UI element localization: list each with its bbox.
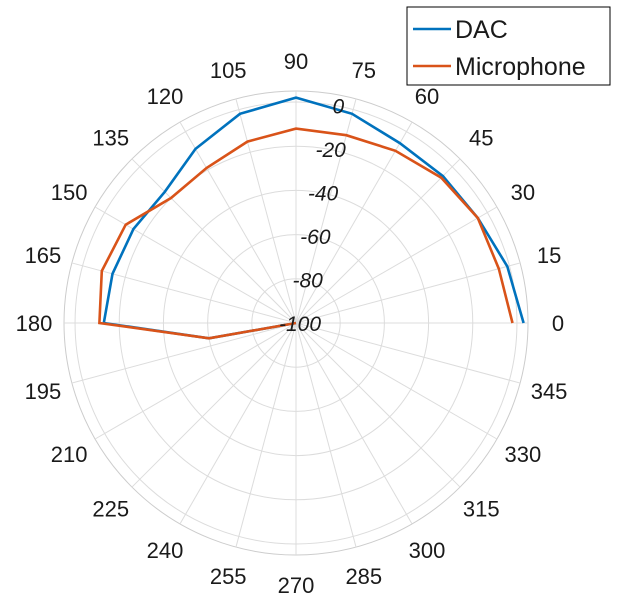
series-line-dac — [102, 96, 525, 340]
theta-tick-label: 150 — [51, 180, 88, 205]
theta-grid-spoke — [295, 322, 461, 488]
theta-tick-label: 330 — [505, 442, 542, 467]
theta-tick-label: 105 — [210, 58, 247, 83]
theta-grid-spoke — [295, 322, 357, 548]
theta-grid-spoke — [94, 322, 297, 440]
radial-tick-labels: 0 -20 -40 -60 -80 -100 — [279, 95, 346, 336]
theta-tick-label: 180 — [16, 311, 53, 336]
theta-grid-spoke — [295, 262, 521, 324]
r-tick-label: -20 — [316, 139, 347, 162]
theta-tick-label: 195 — [25, 379, 62, 404]
theta-grid-spoke — [131, 322, 297, 488]
legend-box — [406, 6, 611, 86]
r-tick-label: -40 — [308, 182, 339, 205]
theta-tick-label: 240 — [147, 538, 184, 563]
theta-grid-spoke — [71, 322, 297, 384]
theta-tick-label: 45 — [469, 126, 493, 151]
theta-tick-label: 165 — [25, 243, 62, 268]
theta-grid-spoke — [295, 121, 413, 324]
theta-tick-label: 300 — [409, 538, 446, 563]
theta-grid-spoke — [295, 322, 498, 440]
angle-tick-labels: 0 15 30 45 60 75 90 105 120 135 150 165 180 195 210 225… — [16, 49, 568, 598]
theta-tick-label: 60 — [415, 84, 439, 109]
legend-label-dac: DAC — [455, 16, 508, 44]
legend: DAC Microphone — [406, 6, 611, 86]
r-tick-label: -80 — [292, 269, 323, 292]
theta-grid-spoke — [295, 322, 413, 525]
legend-label-microphone: Microphone — [455, 53, 586, 81]
theta-grid-spoke — [179, 121, 297, 324]
theta-grid-spoke — [235, 98, 297, 324]
theta-tick-label: 0 — [552, 311, 564, 336]
theta-tick-label: 135 — [92, 126, 129, 151]
theta-grid-spoke — [295, 158, 461, 324]
r-tick-label: -100 — [279, 313, 321, 336]
theta-grid-spoke — [295, 206, 498, 324]
theta-tick-label: 15 — [537, 243, 561, 268]
r-tick-label: -60 — [300, 226, 331, 249]
theta-tick-label: 210 — [51, 442, 88, 467]
theta-tick-label: 30 — [511, 180, 535, 205]
series-line-microphone — [98, 127, 514, 340]
theta-tick-label: 255 — [210, 564, 247, 589]
theta-tick-label: 285 — [345, 564, 382, 589]
theta-tick-label: 315 — [463, 496, 500, 521]
theta-grid-spoke — [94, 206, 297, 324]
theta-grid-spoke — [71, 262, 297, 324]
theta-grid-spoke — [295, 322, 521, 384]
theta-tick-label: 270 — [278, 573, 315, 598]
theta-tick-label: 345 — [531, 379, 568, 404]
theta-grid-spoke — [179, 322, 297, 525]
theta-tick-label: 75 — [352, 58, 376, 83]
theta-grid-spoke — [235, 322, 297, 548]
r-tick-label: 0 — [333, 95, 345, 118]
theta-tick-label: 120 — [147, 84, 184, 109]
series-layer — [98, 96, 525, 340]
theta-tick-label: 90 — [284, 49, 308, 74]
theta-tick-label: 225 — [92, 496, 129, 521]
theta-grid-spoke — [131, 158, 297, 324]
